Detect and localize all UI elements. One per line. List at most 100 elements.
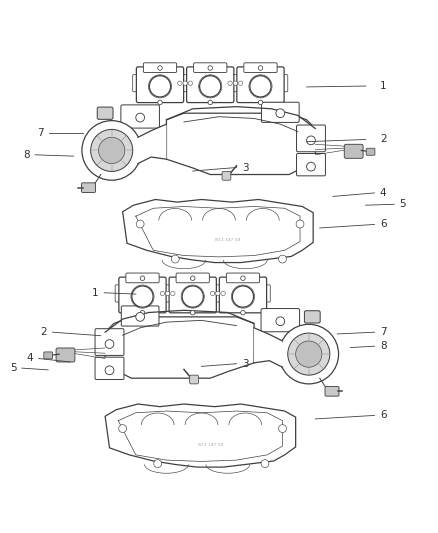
- Text: 5: 5: [399, 199, 406, 209]
- Circle shape: [91, 130, 133, 172]
- Text: 3: 3: [242, 359, 249, 369]
- Circle shape: [296, 220, 304, 228]
- Text: 1: 1: [92, 288, 99, 298]
- Circle shape: [208, 100, 212, 104]
- FancyBboxPatch shape: [297, 125, 325, 152]
- Circle shape: [191, 276, 195, 280]
- Circle shape: [119, 425, 127, 432]
- Circle shape: [208, 66, 212, 70]
- Circle shape: [171, 255, 179, 263]
- FancyBboxPatch shape: [119, 277, 166, 313]
- Circle shape: [241, 310, 245, 315]
- Circle shape: [279, 324, 339, 384]
- Circle shape: [149, 76, 171, 97]
- FancyBboxPatch shape: [56, 348, 75, 362]
- Text: 2: 2: [40, 327, 47, 337]
- Circle shape: [258, 66, 263, 70]
- Circle shape: [171, 291, 175, 296]
- Circle shape: [140, 310, 145, 315]
- Polygon shape: [166, 113, 315, 174]
- Circle shape: [82, 120, 141, 180]
- Circle shape: [276, 109, 285, 118]
- Circle shape: [307, 162, 315, 171]
- Polygon shape: [254, 328, 283, 367]
- FancyBboxPatch shape: [121, 105, 159, 128]
- Text: 7: 7: [380, 327, 387, 337]
- Circle shape: [132, 286, 153, 307]
- Circle shape: [140, 276, 145, 280]
- Text: 4: 4: [380, 188, 387, 198]
- FancyBboxPatch shape: [97, 107, 113, 119]
- Circle shape: [182, 286, 203, 307]
- Circle shape: [221, 291, 225, 296]
- Polygon shape: [105, 317, 254, 378]
- Circle shape: [136, 220, 144, 228]
- FancyBboxPatch shape: [219, 277, 267, 313]
- Text: 4: 4: [26, 353, 33, 364]
- Circle shape: [233, 81, 237, 85]
- FancyBboxPatch shape: [44, 352, 53, 359]
- Circle shape: [276, 317, 285, 326]
- Circle shape: [160, 291, 165, 296]
- Text: 8: 8: [380, 341, 387, 351]
- Text: N11 147 04: N11 147 04: [215, 238, 240, 242]
- Circle shape: [279, 255, 286, 263]
- FancyBboxPatch shape: [194, 63, 227, 72]
- FancyBboxPatch shape: [81, 183, 95, 192]
- FancyBboxPatch shape: [366, 148, 375, 155]
- Circle shape: [307, 136, 315, 145]
- Circle shape: [136, 312, 145, 321]
- Circle shape: [228, 81, 232, 85]
- Circle shape: [166, 291, 170, 296]
- Text: 6: 6: [380, 220, 387, 229]
- FancyBboxPatch shape: [115, 285, 270, 302]
- Circle shape: [279, 425, 286, 432]
- Circle shape: [241, 276, 245, 280]
- Circle shape: [178, 81, 182, 85]
- Text: 6: 6: [380, 410, 387, 421]
- Circle shape: [158, 100, 162, 104]
- Text: 3: 3: [242, 163, 249, 173]
- FancyBboxPatch shape: [237, 67, 284, 102]
- Text: 7: 7: [37, 128, 44, 138]
- Circle shape: [188, 81, 193, 85]
- Circle shape: [232, 286, 254, 307]
- FancyBboxPatch shape: [187, 67, 234, 102]
- Circle shape: [105, 366, 114, 375]
- Polygon shape: [123, 199, 313, 263]
- FancyBboxPatch shape: [143, 63, 177, 72]
- Circle shape: [261, 459, 269, 467]
- Circle shape: [136, 113, 145, 122]
- FancyBboxPatch shape: [133, 75, 288, 92]
- Text: 2: 2: [380, 134, 387, 144]
- FancyBboxPatch shape: [95, 357, 124, 379]
- FancyBboxPatch shape: [136, 67, 184, 102]
- FancyBboxPatch shape: [261, 102, 299, 123]
- Circle shape: [105, 340, 114, 349]
- Text: N11 147 04: N11 147 04: [198, 443, 223, 447]
- Circle shape: [200, 76, 221, 97]
- Circle shape: [191, 310, 195, 315]
- Text: 8: 8: [23, 150, 30, 160]
- Circle shape: [183, 81, 187, 85]
- Polygon shape: [138, 124, 166, 164]
- FancyBboxPatch shape: [169, 277, 216, 313]
- Polygon shape: [105, 404, 296, 467]
- FancyBboxPatch shape: [261, 309, 300, 332]
- FancyBboxPatch shape: [95, 329, 124, 356]
- FancyBboxPatch shape: [226, 273, 260, 283]
- FancyBboxPatch shape: [344, 144, 363, 158]
- Circle shape: [250, 76, 271, 97]
- Circle shape: [99, 138, 125, 164]
- Circle shape: [258, 100, 263, 104]
- Circle shape: [215, 291, 220, 296]
- FancyBboxPatch shape: [121, 306, 159, 326]
- Text: 1: 1: [380, 81, 387, 91]
- FancyBboxPatch shape: [190, 375, 198, 384]
- Circle shape: [158, 66, 162, 70]
- Circle shape: [238, 81, 243, 85]
- FancyBboxPatch shape: [222, 172, 231, 180]
- Circle shape: [154, 459, 162, 467]
- Circle shape: [210, 291, 215, 296]
- Text: 5: 5: [10, 363, 17, 373]
